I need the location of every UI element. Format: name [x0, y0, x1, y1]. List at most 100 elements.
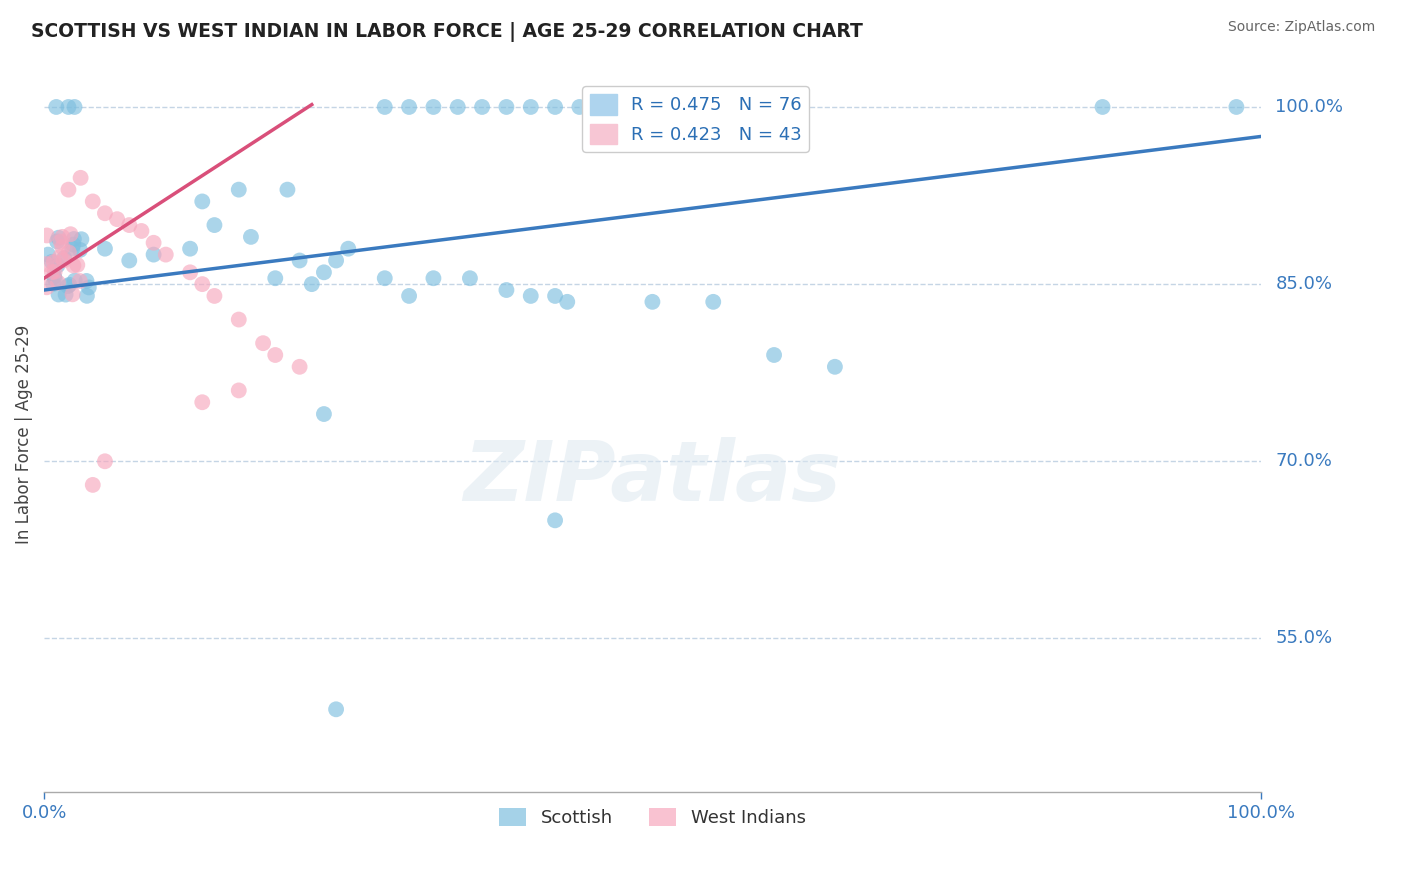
Point	[824, 359, 846, 374]
Point	[142, 235, 165, 250]
Point	[49, 235, 72, 249]
Point	[94, 242, 117, 256]
Point	[42, 277, 65, 291]
Point	[69, 274, 91, 288]
Point	[59, 227, 82, 242]
Point	[228, 312, 250, 326]
Point	[544, 289, 567, 303]
Point	[82, 478, 104, 492]
Point	[63, 232, 86, 246]
Point	[76, 274, 98, 288]
Point	[94, 206, 117, 220]
Point	[35, 257, 58, 271]
Point	[191, 395, 214, 409]
Point	[787, 100, 810, 114]
Point	[312, 407, 335, 421]
Point	[374, 100, 396, 114]
Point	[66, 258, 89, 272]
Point	[495, 100, 517, 114]
Point	[44, 265, 66, 279]
Point	[58, 277, 80, 292]
Point	[51, 230, 73, 244]
Point	[37, 247, 59, 261]
Point	[288, 253, 311, 268]
Point	[118, 218, 141, 232]
Point	[665, 100, 688, 114]
Point	[118, 253, 141, 268]
Point	[422, 271, 444, 285]
Point	[46, 235, 69, 249]
Point	[41, 265, 63, 279]
Point	[49, 250, 72, 264]
Point	[94, 454, 117, 468]
Point	[471, 100, 494, 114]
Point	[714, 100, 737, 114]
Point	[35, 228, 58, 243]
Point	[738, 100, 761, 114]
Point	[288, 359, 311, 374]
Point	[568, 100, 591, 114]
Point	[77, 280, 100, 294]
Point	[1225, 100, 1247, 114]
Point	[264, 348, 287, 362]
Point	[374, 271, 396, 285]
Point	[51, 240, 73, 254]
Point	[63, 100, 86, 114]
Text: 85.0%: 85.0%	[1275, 275, 1333, 293]
Point	[337, 242, 360, 256]
Point	[702, 294, 724, 309]
Legend: Scottish, West Indians: Scottish, West Indians	[492, 801, 813, 834]
Point	[62, 287, 84, 301]
Point	[228, 183, 250, 197]
Point	[56, 279, 79, 293]
Point	[398, 289, 420, 303]
Point	[239, 230, 262, 244]
Point	[179, 242, 201, 256]
Point	[544, 100, 567, 114]
Point	[592, 100, 614, 114]
Point	[62, 237, 84, 252]
Point	[519, 100, 541, 114]
Point	[204, 289, 226, 303]
Point	[45, 100, 67, 114]
Point	[447, 100, 470, 114]
Point	[62, 259, 84, 273]
Point	[46, 259, 69, 273]
Point	[52, 253, 75, 268]
Point	[264, 271, 287, 285]
Point	[641, 294, 664, 309]
Point	[58, 100, 80, 114]
Point	[519, 289, 541, 303]
Point	[422, 100, 444, 114]
Point	[544, 513, 567, 527]
Text: SCOTTISH VS WEST INDIAN IN LABOR FORCE | AGE 25-29 CORRELATION CHART: SCOTTISH VS WEST INDIAN IN LABOR FORCE |…	[31, 22, 863, 42]
Point	[131, 224, 153, 238]
Point	[325, 253, 347, 268]
Point	[276, 183, 298, 197]
Point	[55, 287, 77, 301]
Point	[44, 269, 66, 284]
Point	[41, 255, 63, 269]
Point	[82, 194, 104, 209]
Text: ZIPatlas: ZIPatlas	[464, 437, 841, 518]
Point	[301, 277, 323, 292]
Point	[53, 251, 76, 265]
Point	[58, 183, 80, 197]
Text: 55.0%: 55.0%	[1275, 630, 1333, 648]
Text: 70.0%: 70.0%	[1275, 452, 1333, 470]
Point	[495, 283, 517, 297]
Point	[179, 265, 201, 279]
Point	[763, 100, 786, 114]
Point	[312, 265, 335, 279]
Point	[105, 212, 128, 227]
Point	[44, 272, 66, 286]
Point	[191, 194, 214, 209]
Point	[617, 100, 640, 114]
Point	[1091, 100, 1114, 114]
Point	[555, 294, 578, 309]
Point	[63, 274, 86, 288]
Point	[46, 276, 69, 290]
Point	[641, 100, 664, 114]
Point	[48, 231, 70, 245]
Point	[48, 287, 70, 301]
